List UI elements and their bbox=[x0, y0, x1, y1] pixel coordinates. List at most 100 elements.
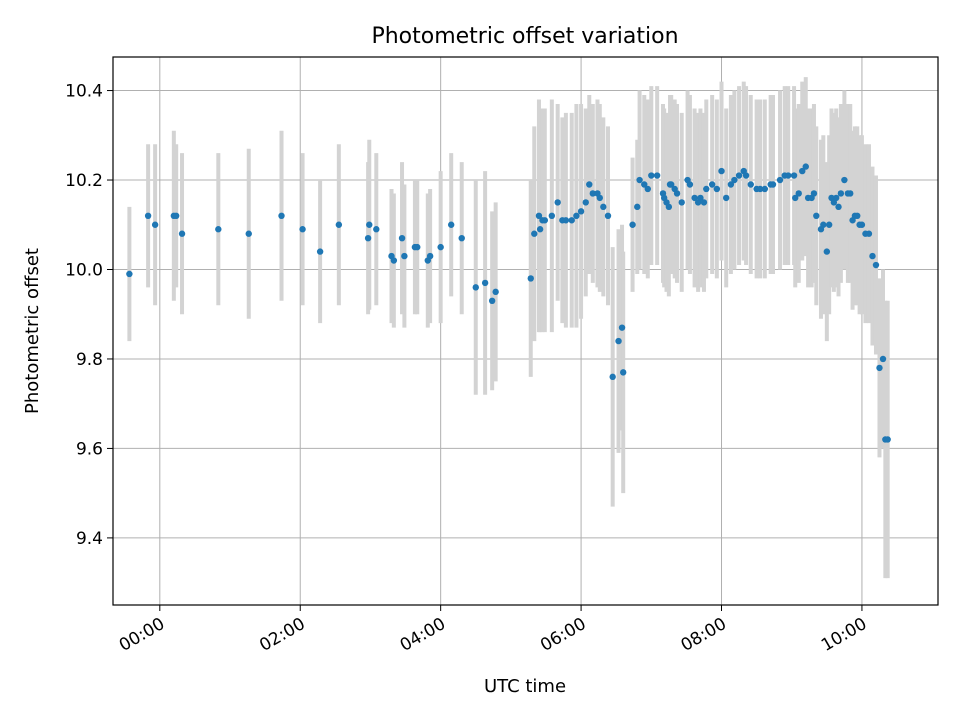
data-point bbox=[802, 163, 809, 170]
data-point bbox=[636, 176, 643, 184]
data-point bbox=[472, 284, 479, 291]
data-point bbox=[390, 257, 398, 264]
data-point bbox=[414, 243, 421, 251]
data-point bbox=[541, 217, 549, 224]
data-point bbox=[823, 248, 831, 255]
data-point bbox=[535, 212, 543, 220]
data-point bbox=[792, 194, 799, 202]
data-point bbox=[531, 230, 538, 237]
data-point bbox=[858, 221, 866, 228]
data-point bbox=[841, 176, 848, 184]
data-point bbox=[437, 243, 444, 251]
data-point bbox=[847, 190, 854, 197]
y-axis: 9.4 9.6 9.8 10.0 10.2 10.4 bbox=[65, 82, 113, 549]
data-point bbox=[653, 172, 661, 179]
data-point bbox=[665, 203, 673, 211]
data-point bbox=[708, 181, 716, 188]
chart-title: Photometric offset variation bbox=[371, 24, 678, 49]
data-point bbox=[742, 172, 750, 179]
data-point bbox=[316, 248, 324, 255]
data-point bbox=[426, 252, 434, 260]
x-axis-label: UTC time bbox=[484, 676, 566, 697]
data-point bbox=[756, 185, 764, 193]
data-point bbox=[700, 199, 708, 206]
data-point bbox=[691, 194, 698, 202]
data-point bbox=[458, 234, 465, 242]
data-point bbox=[825, 221, 833, 228]
data-point bbox=[178, 230, 186, 237]
data-point bbox=[582, 199, 589, 206]
data-point bbox=[568, 217, 575, 224]
data-point bbox=[629, 221, 636, 228]
data-point bbox=[373, 226, 380, 233]
data-point bbox=[562, 217, 570, 224]
data-point bbox=[769, 181, 777, 188]
data-point bbox=[785, 172, 792, 179]
data-point bbox=[447, 221, 455, 228]
data-point bbox=[876, 364, 883, 372]
data-point bbox=[641, 181, 648, 188]
data-point bbox=[548, 212, 556, 220]
data-point bbox=[869, 252, 876, 260]
data-point bbox=[837, 190, 845, 197]
data-point bbox=[618, 324, 626, 331]
data-point bbox=[644, 185, 651, 193]
data-point bbox=[872, 261, 880, 269]
data-point bbox=[151, 221, 159, 228]
plot-frame bbox=[112, 56, 939, 606]
data-point bbox=[144, 212, 152, 220]
data-point bbox=[536, 226, 544, 233]
data-point bbox=[813, 212, 820, 220]
data-point bbox=[667, 181, 675, 188]
data-point bbox=[604, 212, 612, 220]
data-point bbox=[600, 203, 607, 211]
data-point bbox=[126, 270, 133, 278]
data-point bbox=[335, 221, 343, 228]
data-point bbox=[790, 172, 798, 179]
data-point bbox=[364, 234, 372, 242]
data-point bbox=[366, 221, 373, 228]
data-point bbox=[401, 252, 408, 260]
data-point bbox=[820, 221, 827, 228]
data-point bbox=[865, 230, 873, 237]
data-point bbox=[615, 337, 622, 345]
data-point bbox=[398, 234, 406, 242]
data-point bbox=[686, 181, 694, 188]
data-point bbox=[884, 436, 891, 443]
data-point bbox=[278, 212, 285, 220]
y-tick-label: 9.8 bbox=[76, 350, 103, 370]
data-point bbox=[492, 288, 499, 296]
data-point bbox=[722, 194, 730, 202]
data-point bbox=[727, 181, 735, 188]
data-point bbox=[648, 172, 655, 179]
data-point bbox=[554, 199, 561, 206]
data-point bbox=[761, 185, 769, 193]
data-point bbox=[731, 176, 738, 184]
data-point bbox=[596, 194, 604, 202]
data-point bbox=[573, 212, 580, 220]
data-point bbox=[673, 190, 681, 197]
y-tick-label: 10.0 bbox=[65, 260, 103, 280]
data-point bbox=[299, 226, 306, 233]
data-point bbox=[577, 208, 585, 215]
data-point bbox=[481, 279, 489, 287]
data-point bbox=[620, 369, 627, 376]
data-point bbox=[832, 194, 840, 202]
data-point bbox=[245, 230, 252, 237]
data-point bbox=[697, 194, 704, 202]
data-point bbox=[488, 297, 496, 305]
data-point bbox=[172, 212, 180, 220]
data-point bbox=[735, 172, 743, 179]
y-tick-label: 9.6 bbox=[76, 439, 103, 459]
y-tick-label: 10.2 bbox=[65, 171, 103, 191]
y-axis-label: Photometric offset bbox=[22, 248, 43, 414]
data-points bbox=[126, 163, 891, 443]
data-point bbox=[795, 190, 802, 197]
data-point bbox=[527, 275, 534, 282]
data-point bbox=[854, 212, 861, 220]
data-point bbox=[609, 373, 616, 381]
data-point bbox=[215, 226, 222, 233]
data-point bbox=[589, 190, 596, 197]
data-point bbox=[586, 181, 593, 188]
